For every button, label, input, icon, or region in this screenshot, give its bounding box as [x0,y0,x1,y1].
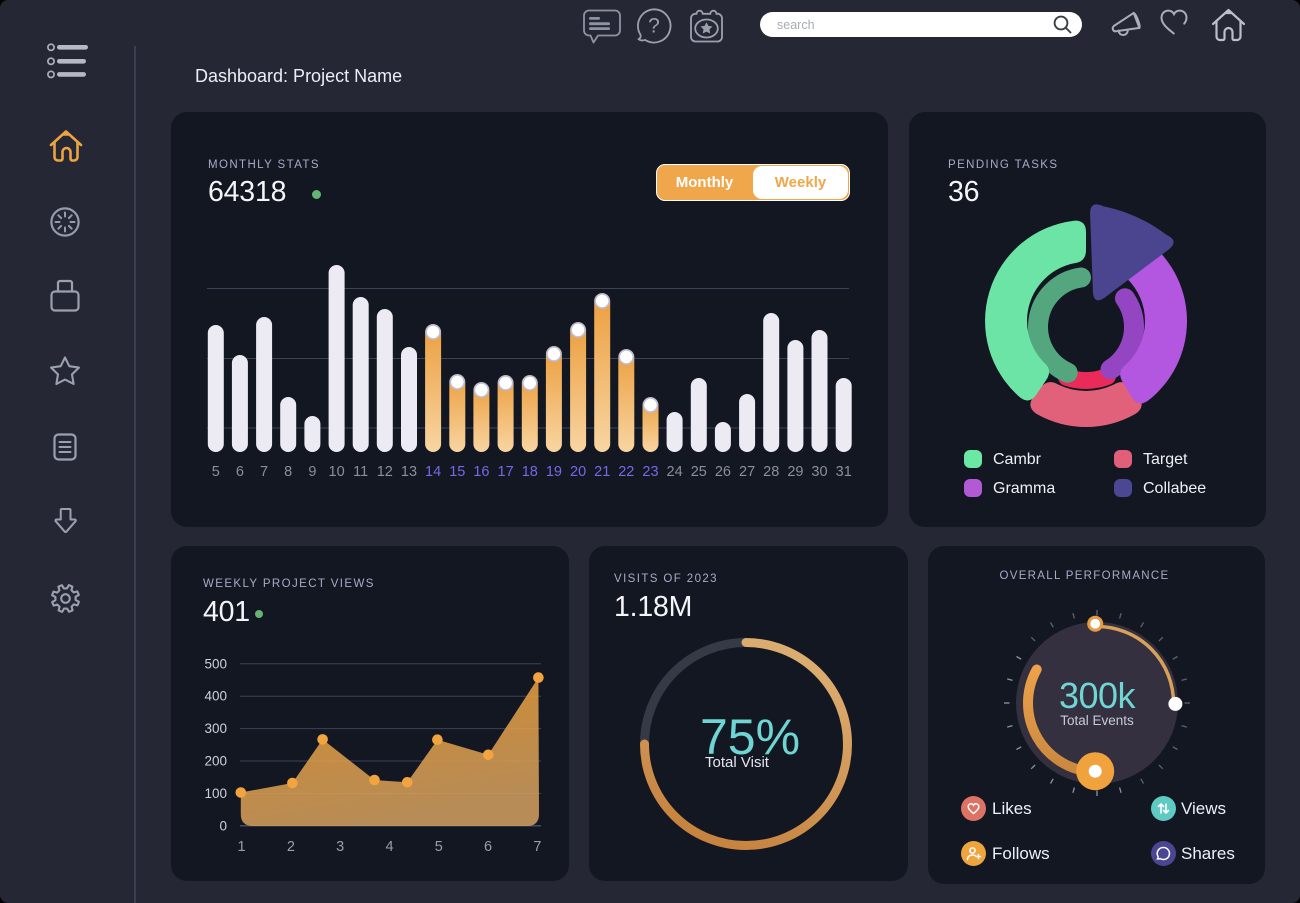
svg-text:14: 14 [425,464,441,480]
svg-text:30: 30 [811,464,827,480]
svg-text:6: 6 [484,839,492,855]
svg-text:?: ? [648,15,660,38]
svg-text:11: 11 [353,464,368,480]
svg-text:200: 200 [204,754,227,769]
svg-text:300: 300 [204,721,227,736]
svg-text:0: 0 [219,818,227,833]
svg-text:28: 28 [763,464,779,480]
svg-text:100: 100 [204,786,227,801]
svg-text:2: 2 [287,839,295,855]
svg-text:3: 3 [336,839,344,855]
svg-text:18: 18 [522,464,538,480]
svg-text:17: 17 [498,464,514,480]
svg-text:22: 22 [618,464,634,480]
svg-text:5: 5 [435,839,443,855]
svg-text:23: 23 [642,464,658,480]
svg-text:10: 10 [329,464,345,480]
svg-text:1: 1 [238,839,246,855]
svg-text:8: 8 [284,464,292,480]
svg-text:12: 12 [377,464,393,480]
svg-text:5: 5 [212,464,220,480]
svg-text:16: 16 [473,464,489,480]
svg-text:4: 4 [385,839,393,855]
svg-text:26: 26 [715,464,731,480]
svg-text:19: 19 [546,464,562,480]
svg-text:25: 25 [691,464,707,480]
svg-text:31: 31 [836,464,852,480]
svg-text:6: 6 [236,464,244,480]
svg-text:9: 9 [308,464,316,480]
svg-text:15: 15 [449,464,465,480]
svg-text:29: 29 [787,464,803,480]
svg-text:20: 20 [570,464,586,480]
svg-text:24: 24 [667,464,683,480]
svg-text:500: 500 [204,656,227,671]
svg-text:400: 400 [204,689,227,704]
svg-text:21: 21 [594,464,610,480]
svg-text:7: 7 [260,464,268,480]
svg-text:13: 13 [401,464,417,480]
svg-text:7: 7 [533,839,541,855]
svg-text:27: 27 [739,464,755,480]
